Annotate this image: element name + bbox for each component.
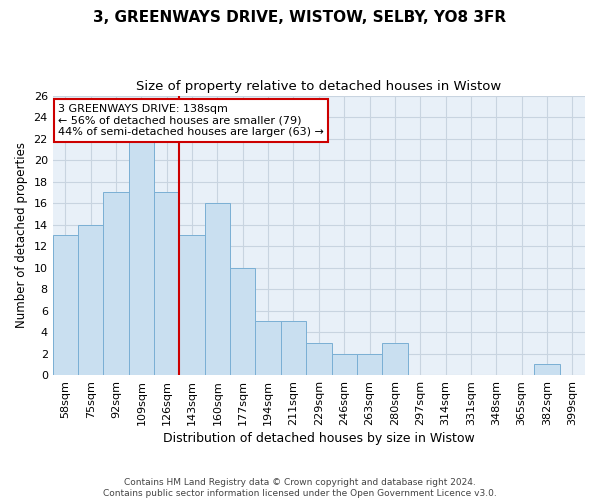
Y-axis label: Number of detached properties: Number of detached properties: [15, 142, 28, 328]
Bar: [306, 343, 332, 375]
Text: Contains HM Land Registry data © Crown copyright and database right 2024.
Contai: Contains HM Land Registry data © Crown c…: [103, 478, 497, 498]
Bar: [230, 268, 256, 375]
Text: 3, GREENWAYS DRIVE, WISTOW, SELBY, YO8 3FR: 3, GREENWAYS DRIVE, WISTOW, SELBY, YO8 3…: [94, 10, 506, 25]
Bar: [332, 354, 357, 375]
Bar: [179, 236, 205, 375]
X-axis label: Distribution of detached houses by size in Wistow: Distribution of detached houses by size …: [163, 432, 475, 445]
Text: 3 GREENWAYS DRIVE: 138sqm
← 56% of detached houses are smaller (79)
44% of semi-: 3 GREENWAYS DRIVE: 138sqm ← 56% of detac…: [58, 104, 324, 137]
Bar: [535, 364, 560, 375]
Bar: [357, 354, 382, 375]
Title: Size of property relative to detached houses in Wistow: Size of property relative to detached ho…: [136, 80, 502, 93]
Bar: [53, 236, 78, 375]
Bar: [103, 192, 129, 375]
Bar: [281, 322, 306, 375]
Bar: [154, 192, 179, 375]
Bar: [205, 203, 230, 375]
Bar: [78, 224, 103, 375]
Bar: [382, 343, 407, 375]
Bar: [129, 138, 154, 375]
Bar: [256, 322, 281, 375]
